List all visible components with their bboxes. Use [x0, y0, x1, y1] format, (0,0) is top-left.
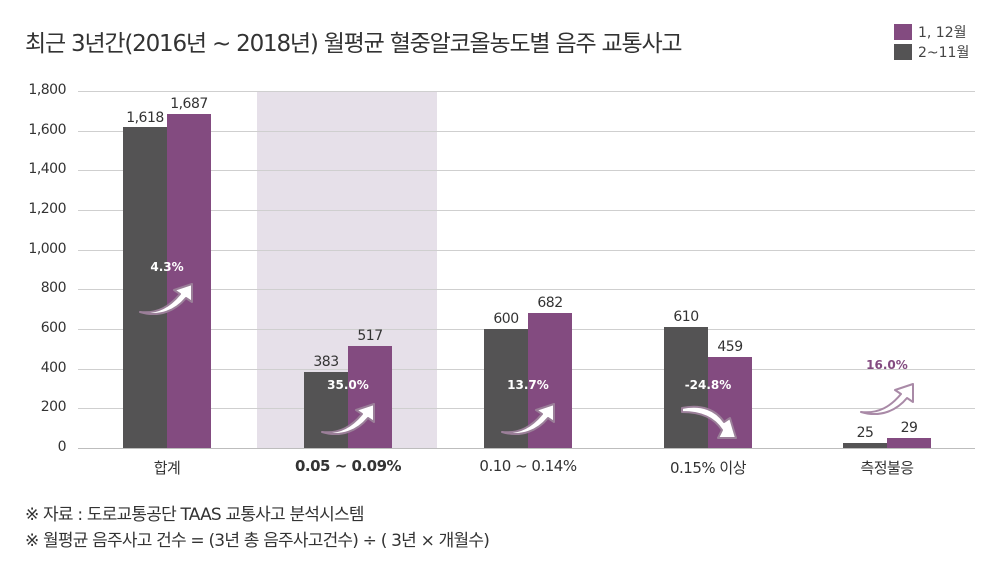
- bar-total-jan-dec: [167, 114, 211, 448]
- y-tick: 400: [40, 360, 67, 376]
- change-percent: -24.8%: [684, 378, 732, 392]
- y-tick: 800: [40, 280, 67, 296]
- y-tick: 1,000: [28, 241, 66, 257]
- plot-area: 1,800 1,600 1,400 1,200 1,000 800 600 40…: [28, 82, 975, 477]
- y-tick: 1,800: [28, 82, 66, 98]
- value-label: 517: [357, 328, 383, 344]
- arrow-up-icon: [501, 403, 555, 436]
- bar-refusal-feb-nov: [843, 443, 887, 448]
- y-tick: 1,400: [28, 161, 66, 177]
- gridline: [78, 91, 975, 92]
- gridline: [78, 170, 975, 171]
- x-label: 측정불응: [860, 459, 914, 477]
- legend-label: 1, 12월: [918, 25, 967, 41]
- value-label: 25: [856, 425, 874, 441]
- value-label: 383: [313, 354, 339, 370]
- x-label: 합계: [153, 459, 181, 477]
- x-label: 0.10 ~ 0.14%: [479, 457, 577, 475]
- arrow-down-icon: [681, 405, 737, 439]
- formula-note: ※ 월평균 음주사고 건수 = (3년 총 음주사고건수) ÷ ( 3년 × 개…: [25, 531, 490, 551]
- value-label: 610: [673, 309, 699, 325]
- gridline: [78, 210, 975, 211]
- x-label: 0.15% 이상: [669, 459, 747, 477]
- value-label: 1,687: [170, 96, 208, 112]
- bar-total-feb-nov: [123, 127, 167, 448]
- value-label: 459: [717, 339, 743, 355]
- gridline: [78, 131, 975, 132]
- y-tick: 1,200: [28, 201, 66, 217]
- change-percent: 4.3%: [150, 260, 184, 274]
- chart-title: 최근 3년간(2016년 ~ 2018년) 월평균 혈중알코올농도별 음주 교통…: [25, 31, 683, 57]
- y-tick: 200: [40, 399, 67, 415]
- bar-005-009-feb-nov: [304, 372, 348, 448]
- x-axis-baseline: [78, 448, 975, 449]
- legend: 1, 12월 2~11월: [894, 22, 969, 62]
- y-tick: 1,600: [28, 122, 66, 138]
- legend-item-feb-nov: 2~11월: [894, 42, 969, 62]
- value-label: 600: [493, 311, 519, 327]
- y-tick: 600: [40, 320, 67, 336]
- change-percent: 35.0%: [327, 378, 369, 392]
- legend-swatch-purple: [894, 24, 912, 40]
- gridline: [78, 250, 975, 251]
- gridline: [78, 289, 975, 290]
- arrow-up-icon: [321, 403, 375, 436]
- bar-005-009-jan-dec: [348, 346, 392, 448]
- arrow-up-icon: [139, 283, 193, 316]
- change-percent: 16.0%: [866, 358, 908, 372]
- source-note: ※ 자료 : 도로교통공단 TAAS 교통사고 분석시스템: [25, 505, 364, 525]
- value-label: 682: [537, 295, 563, 311]
- bar-015-plus-feb-nov: [664, 327, 708, 448]
- arrow-up-outline-icon: [860, 383, 914, 416]
- change-percent: 13.7%: [507, 378, 549, 392]
- y-tick: 0: [57, 439, 67, 455]
- legend-item-jan-dec: 1, 12월: [894, 22, 969, 42]
- legend-label: 2~11월: [918, 45, 970, 61]
- value-label: 1,618: [126, 110, 164, 126]
- bar-010-014-feb-nov: [484, 329, 528, 448]
- value-label: 29: [900, 420, 918, 436]
- bar-refusal-jan-dec: [887, 438, 931, 448]
- legend-swatch-dark: [894, 44, 912, 60]
- x-label-highlighted: 0.05 ~ 0.09%: [294, 457, 402, 475]
